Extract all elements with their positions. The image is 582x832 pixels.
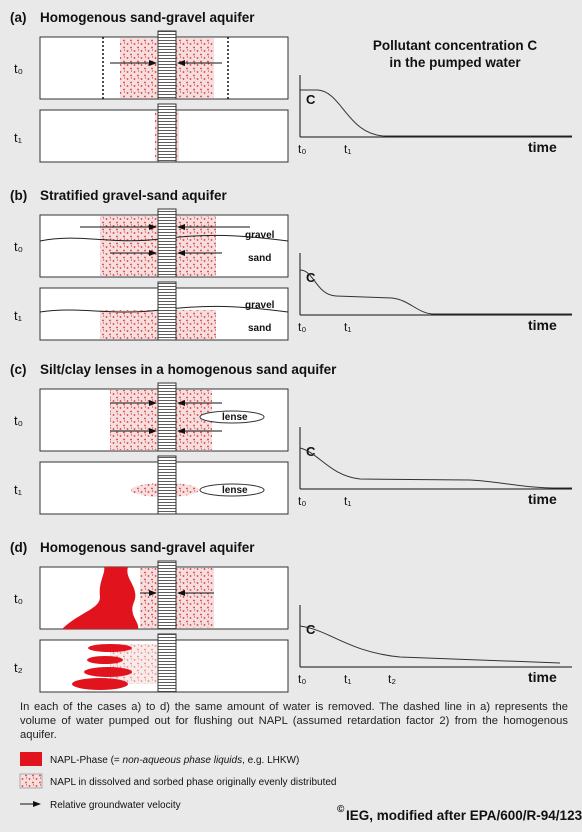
label: Stratified gravel-sand aquifer — [40, 188, 228, 203]
label: Silt/clay lenses in a homogenous sand aq… — [40, 362, 337, 377]
label: IEG, modified after EPA/600/R-94/123 — [346, 808, 582, 823]
label: Relative groundwater velocity — [50, 800, 181, 811]
label: Pollutant concentration C — [373, 38, 538, 53]
label: t₀ — [14, 591, 23, 606]
napl-phase — [72, 678, 128, 690]
label: t₂ — [388, 672, 396, 686]
well — [157, 455, 177, 515]
label: Homogenous sand-gravel aquifer — [40, 540, 255, 555]
well — [157, 30, 177, 100]
label: sand — [248, 253, 271, 264]
label: C — [306, 622, 316, 637]
label: t₀ — [14, 61, 23, 76]
well — [157, 382, 177, 452]
napl-phase — [87, 656, 123, 664]
well — [157, 281, 177, 341]
label: (c) — [10, 362, 27, 377]
legend-text: , e.g. LHKW) — [242, 755, 299, 766]
label: time — [528, 139, 557, 155]
well — [157, 208, 177, 278]
dissolved-zone — [140, 568, 214, 628]
label: t₀ — [298, 494, 306, 508]
legend-text: NAPL-Phase (= non-aqueous phase liquids,… — [50, 755, 299, 766]
label: t₁ — [14, 308, 23, 323]
label: t₁ — [14, 482, 23, 497]
well — [157, 103, 177, 163]
label: t₁ — [344, 494, 351, 508]
note: In each of the cases a) to d) the same a… — [20, 701, 568, 741]
concentration-curve — [299, 269, 572, 315]
concentration-curve — [299, 625, 561, 664]
label: t₀ — [298, 672, 306, 686]
label: (a) — [10, 10, 27, 25]
clay-lens — [199, 483, 265, 497]
label: sand — [248, 323, 271, 334]
label: time — [528, 491, 557, 507]
label: t₀ — [298, 320, 306, 334]
label: time — [528, 669, 557, 685]
label: t₁ — [344, 672, 351, 686]
napl-phase — [62, 567, 139, 629]
label: in the pumped water — [389, 55, 521, 70]
label: lense — [222, 485, 248, 496]
label: t₁ — [14, 130, 23, 145]
label: C — [306, 92, 316, 107]
label: gravel — [245, 300, 275, 311]
legend-napl — [20, 752, 42, 766]
label: gravel — [245, 230, 275, 241]
legend-dissolved — [19, 773, 43, 789]
label: (d) — [10, 540, 27, 555]
clay-lens — [199, 410, 265, 424]
napl-phase — [84, 667, 132, 677]
legend-text: non-aqueous phase liquids — [123, 755, 243, 766]
label: t₀ — [14, 413, 23, 428]
label: t₁ — [344, 320, 351, 334]
label: Homogenous sand-gravel aquifer — [40, 10, 255, 25]
label: t₀ — [298, 142, 306, 156]
legend-text: NAPL-Phase (= — [50, 755, 123, 766]
label: © — [337, 804, 345, 815]
concentration-curve — [299, 447, 572, 489]
label: t₁ — [344, 142, 351, 156]
label: t₂ — [14, 660, 23, 675]
label: lense — [222, 412, 248, 423]
label: t₀ — [14, 239, 23, 254]
label: (b) — [10, 188, 27, 203]
well — [157, 633, 177, 693]
label: C — [306, 270, 316, 285]
label: time — [528, 317, 557, 333]
well — [157, 560, 177, 630]
concentration-curve — [300, 89, 572, 137]
label: NAPL in dissolved and sorbed phase origi… — [50, 777, 336, 788]
label: C — [306, 444, 316, 459]
napl-phase — [88, 644, 132, 652]
